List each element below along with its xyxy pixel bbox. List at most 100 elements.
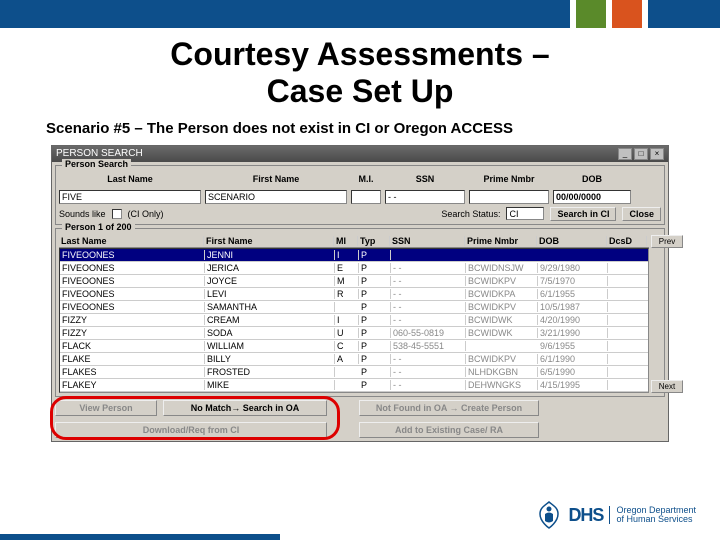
last-name-input[interactable]: FIVE — [59, 190, 201, 204]
table-row[interactable]: FIVEOONESSAMANTHAP- -BCWIDKPV10/5/1987 — [60, 301, 648, 314]
table-cell: P — [359, 263, 391, 273]
table-row[interactable]: FIZZYCREAMIP- -BCWIDWK4/20/1990 — [60, 314, 648, 327]
table-cell: BCWIDWK — [466, 328, 538, 338]
add-to-existing-case-button[interactable]: Add to Existing Case/ RA — [359, 422, 539, 438]
header-first-name: First Name — [205, 174, 347, 184]
table-cell: P — [359, 315, 391, 325]
table-cell: P — [359, 302, 391, 312]
table-cell: - - — [391, 276, 466, 286]
download-req-ci-button[interactable]: Download/Req from CI — [55, 422, 327, 438]
table-cell: MIKE — [205, 380, 335, 390]
table-cell: - - — [391, 315, 466, 325]
table-cell: 9/6/1955 — [538, 341, 608, 351]
title-line-2: Case Set Up — [267, 73, 454, 109]
results-header-row: Last Name First Name MI Typ SSN Prime Nm… — [59, 235, 649, 248]
table-cell: FIZZY — [60, 315, 205, 325]
dob-input[interactable]: 00/00/0000 — [553, 190, 631, 204]
col-dob: DOB — [537, 236, 607, 246]
table-row[interactable]: FIVEOONESJENNIIP — [60, 249, 648, 262]
table-cell: FIVEOONES — [60, 250, 205, 260]
first-name-input[interactable]: SCENARIO — [205, 190, 347, 204]
table-cell: SAMANTHA — [205, 302, 335, 312]
table-cell: - - — [391, 263, 466, 273]
table-cell: FLACK — [60, 341, 205, 351]
search-header-row: Last Name First Name M.I. SSN Prime Nmbr… — [59, 174, 661, 184]
ssn-input[interactable]: - - — [385, 190, 465, 204]
accent-stripe — [612, 0, 642, 28]
table-cell: P — [359, 380, 391, 390]
table-cell: - - — [391, 380, 466, 390]
table-cell: FLAKEY — [60, 380, 205, 390]
table-cell: R — [335, 289, 359, 299]
table-cell: P — [359, 289, 391, 299]
panel-label: Person Search — [62, 159, 131, 169]
prev-button[interactable]: Prev — [651, 235, 683, 248]
table-cell: WILLIAM — [205, 341, 335, 351]
table-cell: 4/20/1990 — [538, 315, 608, 325]
table-cell: P — [359, 276, 391, 286]
sounds-like-checkbox[interactable] — [112, 209, 122, 219]
table-cell: JERICA — [205, 263, 335, 273]
table-row[interactable]: FIVEOONESJERICAEP- -BCWIDNSJW9/29/1980 — [60, 262, 648, 275]
table-cell: 4/15/1995 — [538, 380, 608, 390]
close-button[interactable]: Close — [622, 207, 661, 221]
minimize-button[interactable]: _ — [618, 148, 632, 160]
next-button[interactable]: Next — [651, 380, 683, 393]
person-search-window: PERSON SEARCH _ □ × Person Search Last N… — [51, 145, 669, 442]
col-dcd: DcsD — [607, 236, 647, 246]
table-row[interactable]: FLAKEBILLYAP- -BCWIDKPV6/1/1990 — [60, 353, 648, 366]
close-window-button[interactable]: × — [650, 148, 664, 160]
table-cell: FIVEOONES — [60, 302, 205, 312]
table-row[interactable]: FIZZYSODAUP060-55-0819BCWIDWK3/21/1990 — [60, 327, 648, 340]
table-cell: BCWIDKPV — [466, 302, 538, 312]
maximize-button[interactable]: □ — [634, 148, 648, 160]
nav-buttons: Prev Next — [651, 235, 683, 393]
no-match-search-oa-button[interactable]: No Match→ Search in OA — [163, 400, 327, 416]
table-cell: FIVEOONES — [60, 276, 205, 286]
col-prime: Prime Nmbr — [465, 236, 537, 246]
view-person-button[interactable]: View Person — [55, 400, 157, 416]
search-in-ci-button[interactable]: Search in CI — [550, 207, 616, 221]
table-row[interactable]: FLAKESFROSTEDP- -NLHDKGBN6/5/1990 — [60, 366, 648, 379]
table-cell: E — [335, 263, 359, 273]
table-cell: P — [359, 367, 391, 377]
table-cell: DEHWNGKS — [466, 380, 538, 390]
table-cell: BILLY — [205, 354, 335, 364]
title-line-1: Courtesy Assessments – — [170, 36, 549, 72]
table-cell: P — [359, 328, 391, 338]
header-mi: M.I. — [351, 174, 381, 184]
header-prime: Prime Nmbr — [469, 174, 549, 184]
table-cell: 10/5/1987 — [538, 302, 608, 312]
table-cell: NLHDKGBN — [466, 367, 538, 377]
mi-input[interactable] — [351, 190, 381, 204]
ci-only-label: (CI Only) — [128, 209, 164, 219]
table-cell: I — [335, 315, 359, 325]
prime-input[interactable] — [469, 190, 549, 204]
table-cell: FLAKES — [60, 367, 205, 377]
dhs-logo-icon — [536, 500, 562, 530]
table-row[interactable]: FLAKEYMIKE P- -DEHWNGKS4/15/1995 — [60, 379, 648, 392]
table-cell: 538-45-5551 — [391, 341, 466, 351]
table-cell: BCWIDWK — [466, 315, 538, 325]
results-panel: Person 1 of 200 Last Name First Name MI … — [55, 228, 665, 397]
table-cell: BCWIDNSJW — [466, 263, 538, 273]
not-found-create-person-button[interactable]: Not Found in OA → Create Person — [359, 400, 539, 416]
table-cell: P — [359, 341, 391, 351]
table-cell: CREAM — [205, 315, 335, 325]
table-cell: 3/21/1990 — [538, 328, 608, 338]
search-status-value: CI — [506, 207, 544, 220]
table-cell: FROSTED — [205, 367, 335, 377]
header-ssn: SSN — [385, 174, 465, 184]
table-cell: 060-55-0819 — [391, 328, 466, 338]
table-cell: FLAKE — [60, 354, 205, 364]
table-cell: - - — [391, 354, 466, 364]
table-cell: BCWIDKPV — [466, 276, 538, 286]
table-row[interactable]: FLACKWILLIAMCP538-45-5551 9/6/1955 — [60, 340, 648, 353]
header-dob: DOB — [553, 174, 631, 184]
results-count-label: Person 1 of 200 — [62, 222, 135, 232]
table-row[interactable]: FIVEOONESLEVIRP- -BCWIDKPA6/1/1955 — [60, 288, 648, 301]
table-row[interactable]: FIVEOONESJOYCEMP- -BCWIDKPV7/5/1970 — [60, 275, 648, 288]
table-cell: C — [335, 341, 359, 351]
slide-title: Courtesy Assessments – Case Set Up — [0, 36, 720, 110]
table-cell: P — [359, 354, 391, 364]
